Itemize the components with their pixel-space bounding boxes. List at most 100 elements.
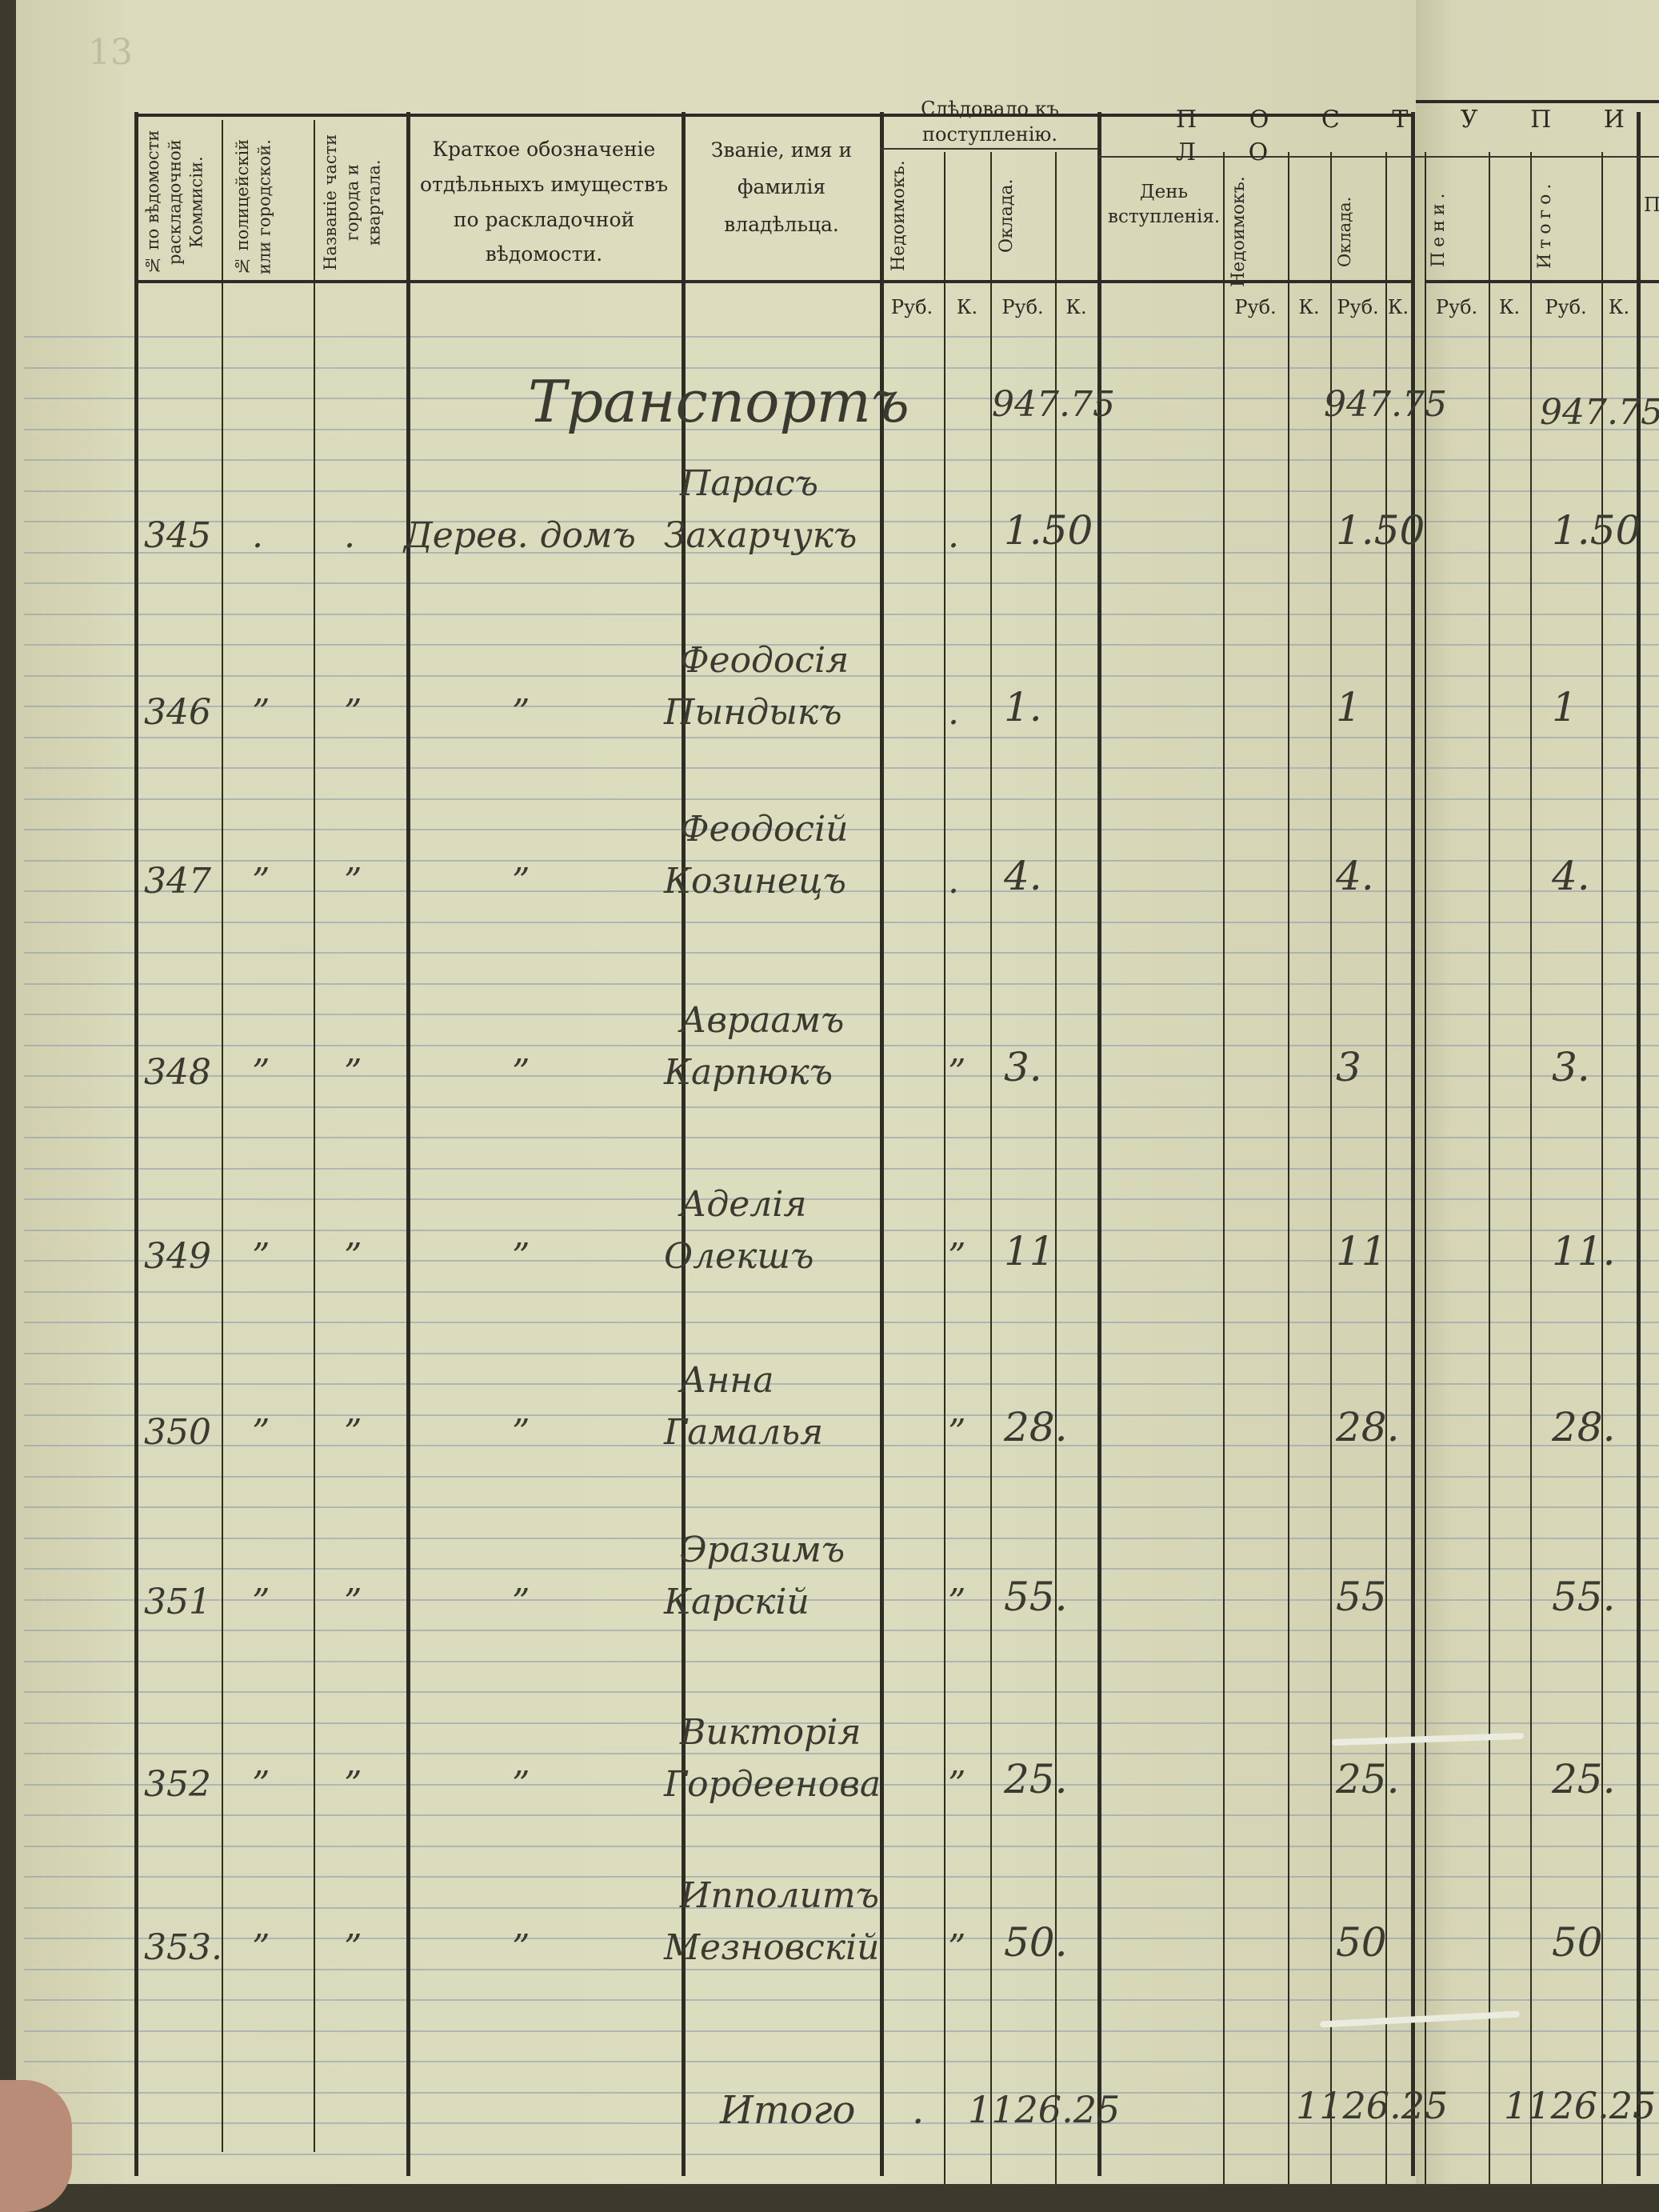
row-owner-last-name: Олекшъ bbox=[664, 1236, 814, 1277]
row-due-salary: 4. bbox=[1004, 853, 1042, 899]
row-owner-first-name: Анна bbox=[680, 1360, 774, 1401]
row-police-number: ” bbox=[252, 1582, 270, 1622]
column-divider-thin bbox=[222, 120, 223, 2152]
row-total: 11. bbox=[1552, 1228, 1616, 1274]
ruled-line bbox=[24, 1445, 1659, 1446]
ruled-line bbox=[24, 829, 1659, 830]
row-district: ” bbox=[344, 1582, 362, 1622]
row-district: ” bbox=[344, 1412, 362, 1453]
ruled-line bbox=[24, 952, 1659, 954]
row-police-number: ” bbox=[252, 1927, 270, 1968]
column-divider bbox=[682, 112, 686, 2176]
ruled-line bbox=[24, 551, 1659, 554]
ruled-line bbox=[24, 490, 1659, 492]
row-property: ” bbox=[512, 1582, 530, 1622]
ruled-line bbox=[24, 1845, 1659, 1847]
row-owner-last-name: Захарчукъ bbox=[664, 515, 857, 556]
ruled-line bbox=[24, 1044, 1659, 1046]
unit-rub: Руб. bbox=[1337, 296, 1379, 318]
ruled-line bbox=[24, 1475, 1659, 1478]
header-group-received: П О С Т У П И Л О bbox=[1176, 106, 1647, 166]
row-due-salary: 25. bbox=[1004, 1756, 1068, 1802]
row-property: ” bbox=[512, 1927, 530, 1968]
row-owner-last-name: Карскій bbox=[664, 1582, 810, 1622]
ruled-line bbox=[24, 336, 1659, 338]
column-divider-thin bbox=[1288, 152, 1289, 2184]
ruled-line bbox=[24, 2030, 1659, 2032]
header-bottom-border bbox=[134, 280, 1411, 283]
row-due-salary: 55. bbox=[1004, 1574, 1068, 1620]
row-property: ” bbox=[512, 1236, 530, 1277]
ruled-line bbox=[24, 1414, 1659, 1416]
ruled-line bbox=[24, 1783, 1659, 1786]
header-group-due: Слѣдовало къ поступленію. bbox=[921, 98, 1059, 146]
row-due-arrears: ” bbox=[948, 1582, 966, 1622]
unit-rub: Руб. bbox=[1234, 296, 1277, 318]
column-divider-thin bbox=[1425, 152, 1426, 2184]
row-total: 1.50 bbox=[1552, 507, 1641, 554]
row-total: 55. bbox=[1552, 1574, 1616, 1620]
unit-kop: К. bbox=[1065, 296, 1087, 318]
row-police-number: ” bbox=[252, 1236, 270, 1277]
header-top-border bbox=[134, 114, 1411, 117]
row-recv-salary: 1 bbox=[1336, 684, 1361, 730]
ruled-line bbox=[24, 798, 1659, 800]
group-due-divider bbox=[880, 148, 1097, 150]
row-recv-salary: 1.50 bbox=[1336, 507, 1425, 554]
ruled-line bbox=[24, 736, 1659, 738]
group-received-divider bbox=[1097, 156, 1659, 158]
unit-rub: Руб. bbox=[1545, 296, 1587, 318]
row-owner-first-name: Феодосій bbox=[680, 809, 849, 850]
row-recv-salary: 3 bbox=[1336, 1044, 1361, 1090]
row-district: ” bbox=[344, 692, 362, 733]
ruled-line bbox=[24, 1322, 1659, 1323]
ruled-line bbox=[24, 1352, 1659, 1354]
ruled-line bbox=[24, 582, 1659, 584]
row-district: ” bbox=[344, 1764, 362, 1805]
unit-kop: К. bbox=[1387, 296, 1409, 318]
column-divider-thin bbox=[1489, 152, 1490, 2184]
column-divider-thin bbox=[1330, 152, 1332, 2184]
unit-rub: Руб. bbox=[1435, 296, 1478, 318]
header-due-salary: Оклада. bbox=[997, 178, 1017, 254]
ruled-line bbox=[24, 767, 1659, 769]
row-number: 352 bbox=[144, 1764, 211, 1805]
ruled-line bbox=[24, 706, 1659, 707]
unit-kop: К. bbox=[956, 296, 978, 318]
row-total: 3. bbox=[1552, 1044, 1590, 1090]
row-due-arrears: . bbox=[948, 692, 959, 733]
ruled-line bbox=[24, 859, 1659, 862]
row-owner-first-name: Аделія bbox=[680, 1184, 807, 1225]
ruled-line bbox=[24, 1106, 1659, 1108]
row-recv-salary: 55 bbox=[1336, 1574, 1387, 1620]
row-owner-first-name: Эразимъ bbox=[680, 1530, 845, 1570]
ruled-line bbox=[24, 674, 1659, 677]
ruled-line bbox=[24, 1075, 1659, 1077]
row-due-arrears: ” bbox=[948, 1052, 966, 1093]
column-divider bbox=[1411, 112, 1415, 2176]
row-owner-first-name: Ипполитъ bbox=[680, 1875, 879, 1916]
ruled-line bbox=[24, 1630, 1659, 1631]
ruled-line bbox=[24, 1137, 1659, 1138]
header-top-border bbox=[1416, 100, 1659, 103]
ruled-line bbox=[24, 1167, 1659, 1170]
row-number: 349 bbox=[144, 1236, 211, 1277]
row-due-arrears: ” bbox=[948, 1927, 966, 1968]
row-number: 347 bbox=[144, 861, 211, 902]
footer-label: Итого bbox=[720, 2088, 856, 2133]
row-number: 348 bbox=[144, 1052, 211, 1093]
row-owner-last-name: Пындыкъ bbox=[664, 692, 842, 733]
column-divider-thin bbox=[1385, 152, 1387, 2184]
page-number-mark: 13 bbox=[88, 32, 133, 73]
ruled-line bbox=[24, 1290, 1659, 1293]
row-due-arrears: . bbox=[948, 861, 959, 902]
row-police-number: ” bbox=[252, 1412, 270, 1453]
header-recv-penalty: Пени. bbox=[1429, 188, 1449, 268]
row-owner-last-name: Гордеенова bbox=[664, 1764, 881, 1805]
row-total: 4. bbox=[1552, 853, 1590, 899]
row-property: ” bbox=[512, 692, 530, 733]
row-owner-last-name: Гамалья bbox=[664, 1412, 824, 1453]
row-district: . bbox=[344, 515, 355, 556]
row-number: 345 bbox=[144, 515, 211, 556]
row-owner-last-name: Мезновскій bbox=[664, 1927, 880, 1968]
